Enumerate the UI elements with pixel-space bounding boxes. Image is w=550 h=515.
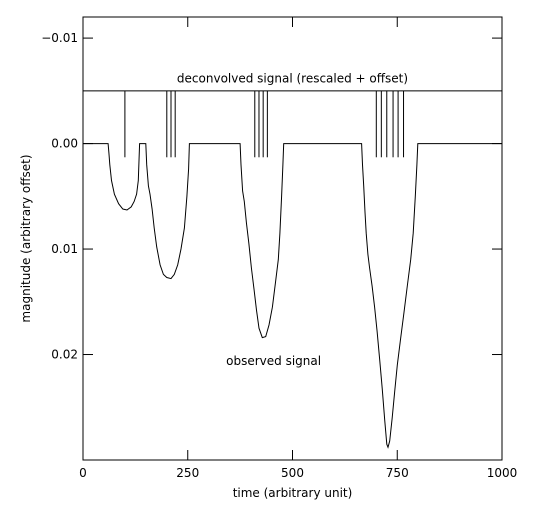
y-tick-label: 0.00 [51,137,78,151]
y-tick-label: 0.02 [51,348,78,362]
observed-signal-line [83,143,502,449]
x-tick-label: 250 [176,466,199,480]
x-axis: 0 250 500 750 1000 [79,17,517,480]
y-tick-label: 0.01 [51,242,78,256]
observed-label: observed signal [226,354,321,368]
x-axis-title: time (arbitrary unit) [233,486,353,500]
deconvolved-signal [83,90,502,158]
y-axis-title: magnitude (arbitrary offset) [19,154,33,322]
y-axis: −0.01 0.00 0.01 0.02 [41,31,502,362]
deconvolved-label: deconvolved signal (rescaled + offset) [177,71,408,85]
y-tick-label: −0.01 [41,31,78,45]
x-tick-label: 750 [386,466,409,480]
x-tick-label: 0 [79,466,87,480]
x-tick-label: 1000 [487,466,518,480]
x-tick-label: 500 [281,466,304,480]
